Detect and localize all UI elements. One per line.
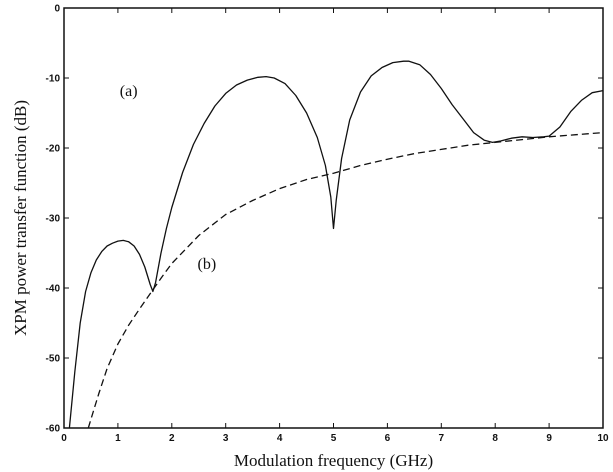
- x-tick-label: 7: [439, 433, 445, 444]
- y-axis-title: XPM power transfer function (dB): [11, 100, 30, 336]
- series-layer: [68, 60, 604, 429]
- series-line-a: [68, 60, 604, 429]
- x-tick-label: 6: [385, 433, 391, 444]
- x-tick-label: 1: [115, 433, 121, 444]
- annotation-layer: (a) (b): [120, 83, 216, 273]
- y-tick-label: -30: [46, 214, 61, 225]
- series-annotation-b: (b): [198, 256, 217, 273]
- y-tick-label: -50: [46, 354, 61, 365]
- x-tick-label: 0: [61, 433, 67, 444]
- x-tick-label: 4: [277, 433, 283, 444]
- plot-frame: [63, 7, 604, 429]
- x-tick-label: 2: [169, 433, 175, 444]
- x-tick-label: 9: [546, 433, 552, 444]
- x-tick-label: 8: [492, 433, 498, 444]
- x-tick-label: 5: [331, 433, 337, 444]
- ticks-layer: 0 1 2 3 4 5 6 7 8 9 10 0 -10 -20 -30 -40 -50 -60: [46, 4, 609, 445]
- y-tick-label: -20: [46, 144, 61, 155]
- y-tick-label: -10: [46, 74, 61, 85]
- x-axis-title: Modulation frequency (GHz): [234, 451, 433, 470]
- x-tick-label: 10: [597, 433, 609, 444]
- x-tick-label: 3: [223, 433, 229, 444]
- y-tick-label: -40: [46, 284, 61, 295]
- y-tick-label: -60: [46, 424, 61, 435]
- series-line-b: [87, 131, 604, 429]
- y-tick-label: 0: [54, 4, 60, 15]
- series-annotation-a: (a): [120, 83, 138, 100]
